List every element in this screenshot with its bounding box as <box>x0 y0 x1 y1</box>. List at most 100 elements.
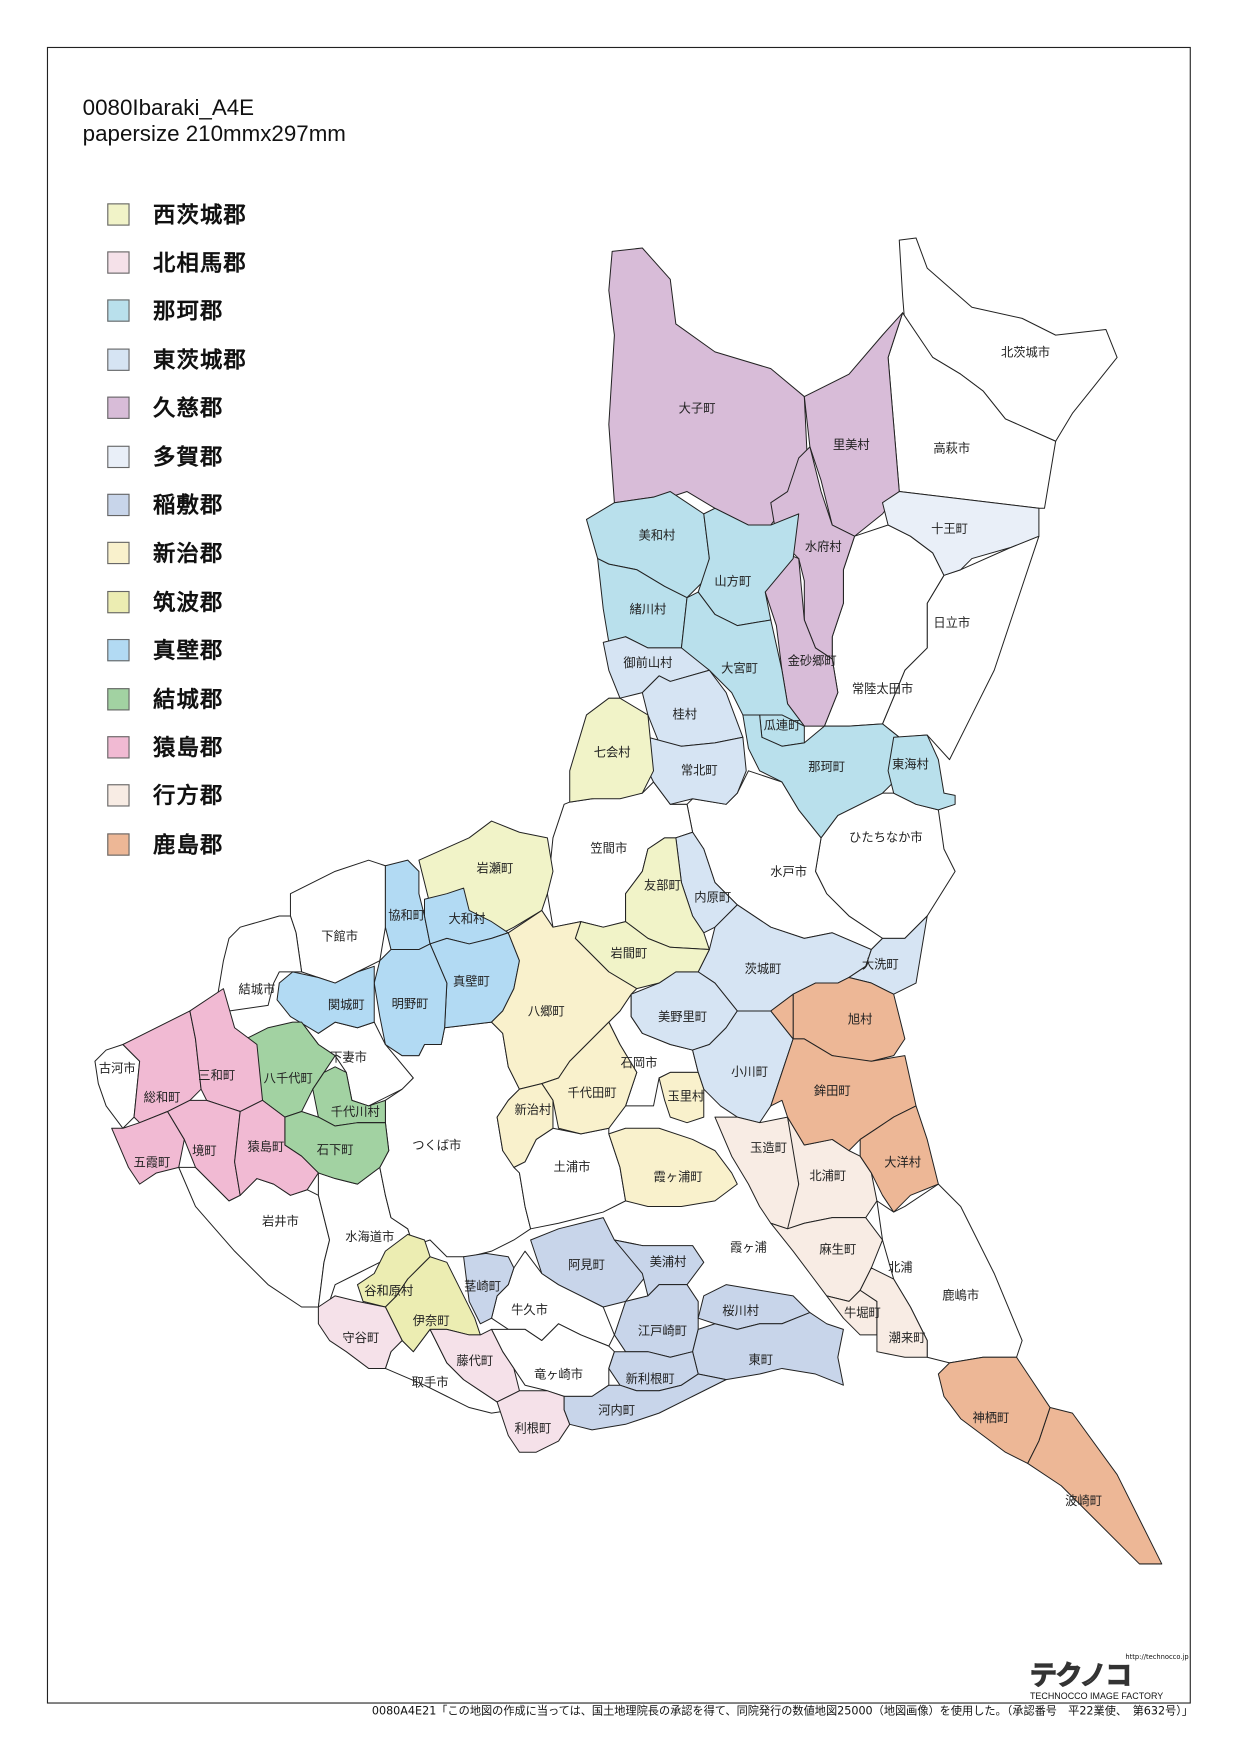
lake-label: 霞ヶ浦 <box>730 1240 767 1254</box>
municipality-label: 新治村 <box>514 1102 551 1117</box>
municipality-label: 那珂町 <box>808 760 845 774</box>
municipality-area <box>373 943 448 1057</box>
map-title: 0080Ibaraki_A4E <box>82 96 255 121</box>
municipality-area <box>111 1111 185 1185</box>
municipality-label: 高萩市 <box>933 441 970 456</box>
municipality-label: 北茨城市 <box>1001 345 1050 360</box>
logo-tagline: TECHNOCCO IMAGE FACTORY <box>1029 1691 1164 1702</box>
legend-swatch <box>107 784 130 807</box>
municipality-label: 緒川村 <box>630 601 667 616</box>
municipality-area <box>276 965 375 1034</box>
legend-swatch <box>107 396 130 420</box>
legend-label: 結城郡 <box>153 685 224 713</box>
municipality-label: 山方町 <box>714 574 751 589</box>
legend-item: 行方郡 <box>107 772 247 820</box>
municipality-area <box>876 1183 1023 1364</box>
municipality-label: 日立市 <box>933 615 970 630</box>
municipality-area <box>496 1083 554 1168</box>
lake-label: 北浦 <box>888 1260 913 1274</box>
municipality-label: 古河市 <box>99 1061 136 1076</box>
municipality-area <box>887 734 956 811</box>
municipality-label: 七会村 <box>594 745 631 759</box>
municipality-area <box>859 1267 928 1358</box>
municipality-label: 新利根町 <box>626 1371 675 1386</box>
legend-item: 新治郡 <box>107 529 247 577</box>
legend-item: 那珂郡 <box>107 287 247 335</box>
municipality-label: 小川町 <box>731 1065 768 1079</box>
municipality-label: 水海道市 <box>345 1229 394 1244</box>
legend: 西茨城郡 北相馬郡 那珂郡 東茨城郡 久慈郡 多賀郡 稲敷郡 新治郡 筑波郡 真壁郡 結城郡 猿島郡行… <box>107 190 247 869</box>
municipality-label: 桜川村 <box>722 1304 759 1318</box>
municipality-label: 境町 <box>192 1143 217 1158</box>
legend-swatch <box>107 542 130 565</box>
municipality-area <box>613 1239 705 1297</box>
legend-item: 猿島郡 <box>107 723 247 771</box>
legend-item: 久慈郡 <box>107 384 247 432</box>
municipality-label: 下妻市 <box>330 1049 367 1064</box>
municipality-label: 水府村 <box>805 539 842 554</box>
legend-swatch <box>107 833 130 856</box>
municipality-label: 藤代町 <box>456 1354 493 1368</box>
legend-label: 猿島郡 <box>153 733 224 761</box>
municipality-label: 明野町 <box>392 997 429 1011</box>
municipality-label: 鉾田町 <box>814 1083 851 1098</box>
legend-label: 鹿島郡 <box>153 830 224 858</box>
municipality-label: 守谷町 <box>342 1331 379 1345</box>
legend-label: 真壁郡 <box>153 636 224 664</box>
municipality-label: 五霞町 <box>134 1155 171 1169</box>
municipality-label: 御前山村 <box>623 655 672 670</box>
municipality-label: 牛久市 <box>511 1302 548 1317</box>
municipality-label: 玉里村 <box>667 1089 704 1103</box>
municipality-label: 瓜連町 <box>764 719 801 733</box>
legend-swatch <box>107 202 130 226</box>
legend-swatch <box>107 736 130 759</box>
municipality-label: 結城市 <box>239 981 276 996</box>
municipality-label: 協和町 <box>388 908 425 923</box>
municipality-label: 竜ヶ崎市 <box>534 1367 583 1382</box>
municipality-label: 北浦町 <box>809 1169 846 1183</box>
municipality-label: 関城町 <box>328 998 365 1012</box>
municipality-area <box>1027 1407 1163 1565</box>
legend-swatch <box>107 299 130 323</box>
legend-swatch <box>107 590 130 614</box>
legend-label: 筑波郡 <box>153 588 224 616</box>
municipality-label: 金砂郷町 <box>788 653 837 668</box>
municipality-label: 大洋村 <box>884 1154 921 1169</box>
municipality-area <box>563 1373 727 1431</box>
municipality-label: 霞ヶ浦町 <box>654 1170 703 1184</box>
municipality-area <box>384 1256 481 1353</box>
municipality-area <box>882 491 1040 576</box>
logo-url: http://technocco.jp <box>1125 1653 1189 1662</box>
legend-item: 多賀郡 <box>107 432 247 480</box>
municipality-label: 茎崎町 <box>464 1279 501 1293</box>
municipality-label: 総和町 <box>144 1091 181 1105</box>
legend-label: 西茨城郡 <box>153 200 247 228</box>
municipality-label: 土浦市 <box>554 1159 591 1174</box>
municipality-label: 笠間市 <box>590 840 627 855</box>
municipality-label: 三和町 <box>198 1068 235 1082</box>
legend-label: 那珂郡 <box>153 297 224 325</box>
legend-label: 久慈郡 <box>153 394 224 422</box>
legend-item: 稲敷郡 <box>107 481 247 529</box>
municipality-label: 里美村 <box>833 438 870 452</box>
municipality-area <box>641 736 747 805</box>
legend-swatch <box>107 445 130 468</box>
legend-swatch <box>107 493 130 517</box>
municipality-label: 石岡市 <box>621 1055 658 1070</box>
legend-swatch <box>107 687 130 711</box>
legend-item: 西茨城郡 <box>107 190 247 238</box>
municipality-label: 友部町 <box>644 877 681 892</box>
copyright-footer: 0080A4E21「この地図の作成に当っては、国土地理院長の承認を得て、同院発行… <box>371 1705 1194 1719</box>
technocco-logo: http://technocco.jp テクノコ TECHNOCCO IMAGE… <box>1028 1653 1191 1702</box>
municipality-label: 岩間町 <box>611 946 648 961</box>
municipality-area <box>234 1099 319 1196</box>
municipality-label: 大和村 <box>449 912 486 926</box>
municipality-label: 江戸崎町 <box>638 1324 687 1338</box>
municipality-label: 東海村 <box>892 757 929 772</box>
municipality-label: 常陸太田市 <box>852 681 913 696</box>
municipality-area <box>608 247 811 526</box>
municipality-area <box>608 1127 738 1207</box>
legend-swatch <box>107 639 130 662</box>
municipality-label: 大洗町 <box>862 958 899 972</box>
